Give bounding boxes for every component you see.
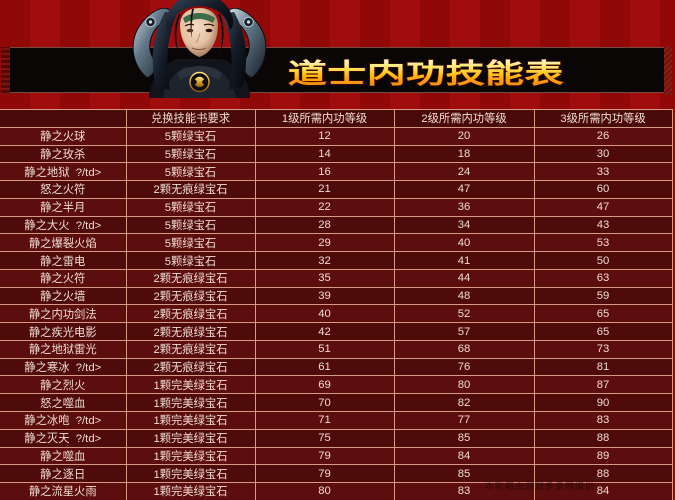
svg-text:道士内功技能表: 道士内功技能表: [288, 58, 564, 89]
